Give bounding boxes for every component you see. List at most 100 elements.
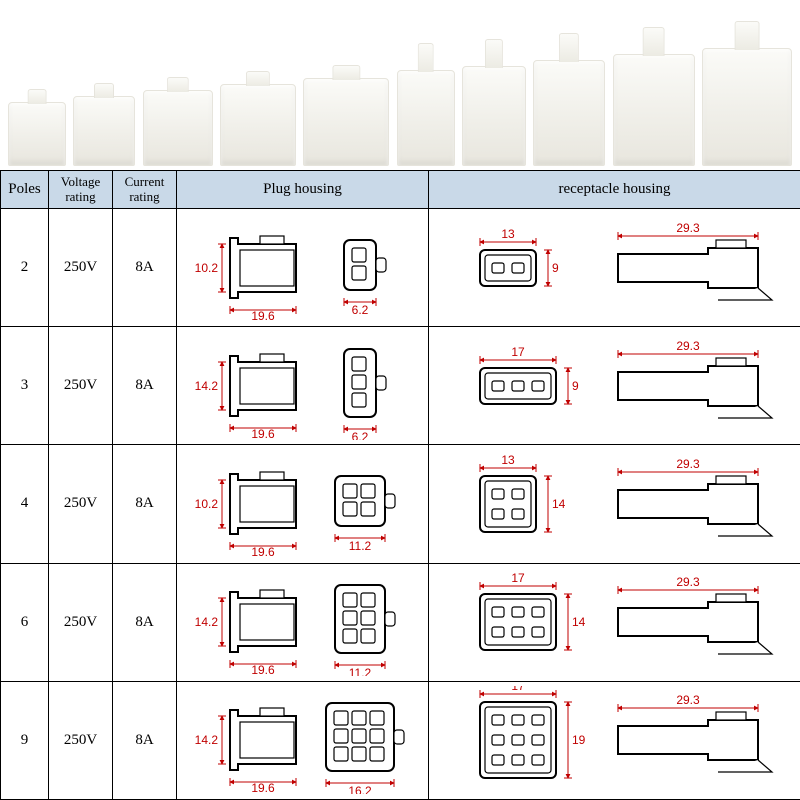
cell-voltage-value: 250V — [64, 259, 97, 275]
plug-side-diagram: 10.2 19.6 — [190, 214, 310, 322]
cell-plug-housing: 10.2 19.6 6.2 — [177, 209, 429, 327]
svg-text:14.2: 14.2 — [194, 379, 218, 393]
svg-text:14.2: 14.2 — [194, 615, 218, 629]
table-row: 4 250V 8A 10.219.6 11.2 13 14 29.3 — [1, 445, 800, 563]
cell-current: 8A — [113, 209, 177, 327]
cell-plug-housing: 14.2 19.6 11.2 — [177, 563, 429, 681]
connector-photo — [533, 60, 605, 166]
plug-front-diagram: 6.2 — [316, 214, 416, 322]
cell-poles-value: 3 — [21, 377, 29, 393]
svg-text:10.2: 10.2 — [194, 261, 218, 275]
receptacle-diagram-group: 139 29.3 — [431, 211, 798, 324]
header-current: Current rating — [113, 171, 177, 209]
connector-photo — [303, 78, 389, 166]
spec-table: Poles Voltage rating Current rating Plug… — [0, 170, 800, 800]
cell-current-value: 8A — [135, 495, 153, 511]
cell-poles-value: 6 — [21, 614, 29, 630]
connector-photo — [73, 96, 135, 166]
plug-diagram-group: 14.2 19.6 16.2 — [179, 684, 426, 797]
cell-receptacle-housing: 171429.3 — [429, 563, 800, 681]
receptacle-side-diagram: 29.3 — [598, 450, 778, 558]
svg-text:6.2: 6.2 — [351, 303, 368, 317]
receptacle-front-diagram: 1719 — [452, 686, 592, 794]
receptacle-side-diagram: 29.3 — [598, 332, 778, 440]
cell-voltage: 250V — [49, 327, 113, 445]
receptacle-side-diagram: 29.3 — [598, 568, 778, 676]
svg-text:29.3: 29.3 — [676, 457, 700, 471]
cell-poles: 9 — [1, 681, 49, 799]
svg-text:10.2: 10.2 — [194, 497, 218, 511]
receptacle-front-diagram: 1714 — [452, 568, 592, 676]
svg-text:19.6: 19.6 — [251, 309, 275, 322]
cell-voltage: 250V — [49, 681, 113, 799]
table-row: 3 250V 8A 14.2 19.6 6.2 17 9 29.3 — [1, 327, 800, 445]
cell-receptacle-housing: 139 29.3 — [429, 209, 800, 327]
cell-plug-housing: 14.2 19.6 6.2 — [177, 327, 429, 445]
cell-voltage-value: 250V — [64, 614, 97, 630]
plug-side-diagram: 14.2 19.6 — [190, 686, 310, 794]
cell-voltage-value: 250V — [64, 377, 97, 393]
cell-poles: 2 — [1, 209, 49, 327]
page: Poles Voltage rating Current rating Plug… — [0, 0, 800, 800]
svg-text:17: 17 — [511, 571, 525, 585]
plug-diagram-group: 10.219.6 11.2 — [179, 447, 426, 560]
header-voltage: Voltage rating — [49, 171, 113, 209]
header-poles: Poles — [1, 171, 49, 209]
connector-photo — [462, 66, 526, 166]
svg-text:13: 13 — [501, 227, 515, 241]
cell-poles: 6 — [1, 563, 49, 681]
cell-voltage: 250V — [49, 209, 113, 327]
svg-text:9: 9 — [572, 379, 579, 393]
plug-side-diagram: 14.2 19.6 — [190, 568, 310, 676]
svg-text:29.3: 29.3 — [676, 575, 700, 589]
cell-current-value: 8A — [135, 732, 153, 748]
svg-text:14.2: 14.2 — [194, 733, 218, 747]
receptacle-diagram-group: 171929.3 — [431, 684, 798, 797]
svg-text:14: 14 — [572, 615, 586, 629]
svg-text:11.2: 11.2 — [348, 539, 371, 553]
cell-poles: 4 — [1, 445, 49, 563]
cell-receptacle-housing: 17 9 29.3 — [429, 327, 800, 445]
cell-voltage: 250V — [49, 563, 113, 681]
svg-text:29.3: 29.3 — [676, 339, 700, 353]
svg-text:14: 14 — [552, 497, 566, 511]
svg-text:19: 19 — [572, 733, 586, 747]
cell-voltage-value: 250V — [64, 495, 97, 511]
cell-receptacle-housing: 171929.3 — [429, 681, 800, 799]
cell-poles: 3 — [1, 327, 49, 445]
plug-front-diagram: 16.2 — [316, 686, 416, 794]
svg-text:19.6: 19.6 — [251, 781, 275, 794]
cell-poles-value: 2 — [21, 259, 29, 275]
cell-current: 8A — [113, 563, 177, 681]
receptacle-diagram-group: 13 14 29.3 — [431, 447, 798, 560]
cell-receptacle-housing: 13 14 29.3 — [429, 445, 800, 563]
svg-text:29.3: 29.3 — [676, 693, 700, 707]
receptacle-front-diagram: 13 14 — [452, 450, 592, 558]
svg-text:19.6: 19.6 — [251, 663, 275, 676]
cell-voltage: 250V — [49, 445, 113, 563]
cell-voltage-value: 250V — [64, 732, 97, 748]
svg-text:11.2: 11.2 — [348, 666, 371, 676]
svg-text:16.2: 16.2 — [348, 784, 372, 794]
connector-photo — [397, 70, 455, 166]
plug-front-diagram: 6.2 — [316, 332, 416, 440]
cell-current: 8A — [113, 681, 177, 799]
receptacle-front-diagram: 139 — [452, 214, 592, 322]
cell-current-value: 8A — [135, 377, 153, 393]
cell-plug-housing: 14.2 19.6 16.2 — [177, 681, 429, 799]
plug-front-diagram: 11.2 — [316, 450, 416, 558]
svg-text:17: 17 — [511, 345, 525, 359]
plug-diagram-group: 10.2 19.6 6.2 — [179, 211, 426, 324]
svg-text:17: 17 — [511, 686, 525, 693]
receptacle-side-diagram: 29.3 — [598, 214, 778, 322]
receptacle-diagram-group: 171429.3 — [431, 566, 798, 679]
connector-photo — [220, 84, 296, 166]
svg-text:29.3: 29.3 — [676, 221, 700, 235]
table-row: 2 250V 8A 10.2 19.6 6.2 139 29.3 — [1, 209, 800, 327]
svg-text:19.6: 19.6 — [251, 427, 275, 440]
plug-front-diagram: 11.2 — [316, 568, 416, 676]
receptacle-front-diagram: 17 9 — [452, 332, 592, 440]
plug-side-diagram: 10.219.6 — [190, 450, 310, 558]
svg-text:13: 13 — [501, 453, 515, 467]
cell-poles-value: 4 — [21, 495, 29, 511]
